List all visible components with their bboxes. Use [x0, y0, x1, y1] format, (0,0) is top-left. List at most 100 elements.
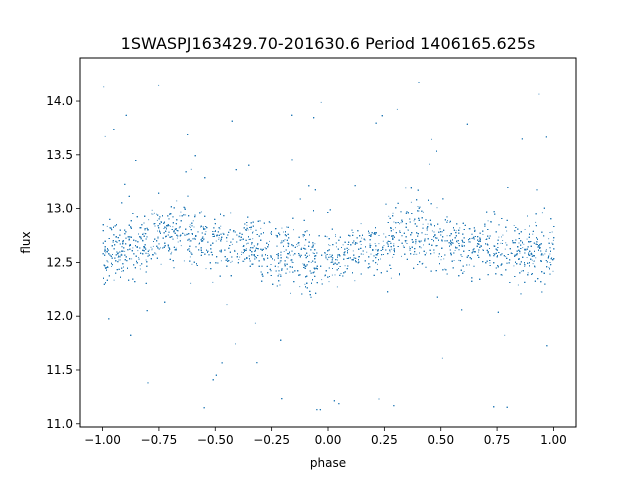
- data-point: [382, 240, 384, 242]
- data-point: [171, 251, 173, 253]
- data-point: [438, 256, 440, 258]
- data-point: [151, 249, 153, 251]
- data-point: [390, 277, 392, 279]
- data-point: [401, 255, 402, 257]
- data-point: [230, 261, 232, 263]
- data-point: [416, 253, 418, 255]
- data-point: [220, 225, 222, 227]
- data-point: [334, 274, 336, 276]
- data-point: [190, 226, 191, 228]
- data-point: [111, 266, 112, 267]
- data-point: [231, 243, 233, 245]
- data-point: [281, 227, 283, 229]
- data-point: [243, 260, 245, 262]
- data-point: [378, 243, 380, 245]
- data-point: [415, 243, 417, 245]
- data-point: [103, 86, 105, 88]
- data-point: [388, 215, 390, 217]
- data-point: [239, 256, 241, 258]
- data-point: [157, 230, 158, 232]
- data-point: [289, 254, 291, 256]
- data-point: [436, 207, 438, 209]
- data-point: [535, 257, 537, 259]
- data-point: [491, 221, 492, 223]
- data-point: [441, 357, 443, 359]
- data-point: [329, 254, 331, 256]
- data-point: [189, 256, 191, 258]
- data-point: [190, 282, 192, 284]
- data-point: [449, 222, 451, 223]
- data-point: [320, 101, 322, 103]
- data-point: [252, 231, 254, 233]
- data-point: [326, 236, 328, 238]
- data-point: [246, 243, 247, 245]
- data-point: [218, 237, 220, 239]
- data-point: [151, 209, 153, 211]
- data-point: [200, 211, 202, 213]
- data-point: [498, 236, 500, 238]
- data-point: [308, 254, 310, 256]
- data-point: [281, 242, 283, 244]
- data-point: [183, 260, 185, 262]
- data-point: [189, 226, 191, 228]
- data-point: [523, 243, 525, 245]
- data-point: [522, 247, 524, 249]
- data-point: [520, 270, 522, 272]
- data-point: [513, 225, 515, 226]
- data-point: [205, 231, 207, 233]
- data-point: [453, 260, 455, 261]
- data-point: [506, 230, 508, 232]
- data-point: [348, 249, 350, 250]
- data-point: [193, 226, 195, 228]
- data-point: [447, 220, 448, 221]
- data-point: [106, 225, 108, 227]
- data-point: [132, 247, 134, 249]
- data-point: [184, 233, 186, 235]
- data-point: [160, 263, 162, 265]
- data-point: [230, 212, 232, 214]
- data-point: [406, 240, 408, 242]
- data-point: [522, 241, 523, 243]
- data-point: [296, 244, 298, 245]
- data-point: [361, 237, 363, 239]
- data-point: [278, 273, 280, 275]
- data-point: [180, 245, 182, 247]
- data-point: [405, 241, 407, 243]
- data-point: [366, 251, 368, 253]
- data-point: [331, 274, 333, 276]
- data-point: [104, 135, 106, 137]
- data-point: [552, 270, 554, 272]
- data-point: [254, 322, 256, 324]
- data-point: [156, 219, 158, 221]
- scatter-points: [102, 82, 555, 411]
- data-point: [179, 215, 181, 217]
- data-point: [284, 239, 286, 241]
- data-point: [145, 259, 147, 261]
- data-point: [159, 229, 160, 231]
- data-point: [436, 245, 438, 247]
- data-point: [226, 304, 228, 306]
- data-point: [106, 260, 108, 262]
- data-point: [493, 253, 495, 255]
- data-point: [185, 214, 187, 216]
- data-point: [131, 258, 133, 260]
- data-point: [270, 232, 272, 234]
- data-point: [301, 247, 303, 249]
- data-point: [352, 250, 354, 252]
- data-point: [549, 253, 551, 255]
- data-point: [396, 108, 398, 110]
- data-point: [422, 223, 424, 225]
- data-point: [176, 200, 178, 202]
- data-point: [360, 244, 362, 245]
- data-point: [532, 233, 534, 235]
- data-point: [519, 252, 521, 254]
- data-point: [456, 241, 458, 243]
- data-point: [478, 251, 479, 253]
- data-point: [440, 259, 442, 261]
- chart-title: 1SWASPJ163429.70-201630.6 Period 1406165…: [121, 34, 536, 53]
- data-point: [459, 227, 461, 229]
- data-point: [220, 260, 222, 262]
- data-point: [305, 248, 307, 250]
- data-point: [541, 212, 543, 214]
- data-point: [517, 284, 519, 286]
